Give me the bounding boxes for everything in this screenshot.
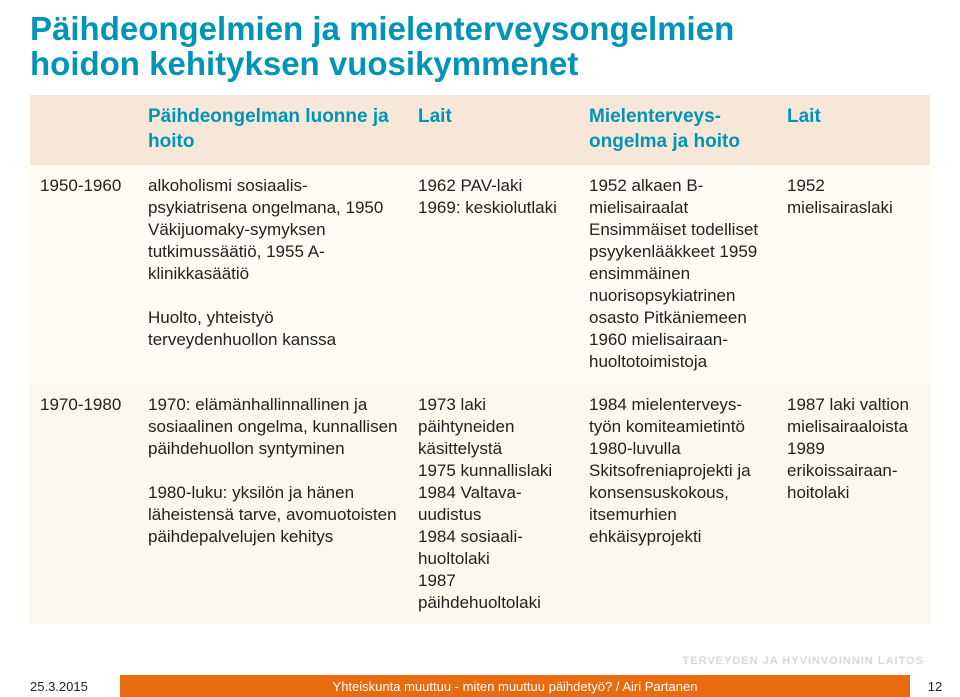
title-line-2: hoidon kehityksen vuosikymmenet [30, 45, 578, 82]
col-header-4: Lait [777, 95, 930, 164]
table-row: 1970-19801970: elämänhallinnallinen ja s… [30, 384, 930, 625]
footer-bar: Yhteiskunta muuttuu - miten muuttuu päih… [120, 675, 910, 697]
row-cell: 1973 laki päihtyneiden käsittelystä 1975… [408, 384, 579, 625]
row-cell: 1970: elämänhallinnallinen ja sosiaaline… [138, 384, 408, 625]
row-period: 1950-1960 [30, 165, 138, 384]
col-header-2: Lait [408, 95, 579, 164]
row-cell: alkoholismi sosiaalis-psykiatrisena onge… [138, 165, 408, 384]
decades-table: Päihdeongelman luonne ja hoito Lait Miel… [30, 95, 930, 624]
footer-page: 12 [910, 679, 960, 694]
row-cell: 1952 mielisairaslaki [777, 165, 930, 384]
table-row: 1950-1960alkoholismi sosiaalis-psykiatri… [30, 165, 930, 384]
title-line-1: Päihdeongelmien ja mielenterveysongelmie… [30, 10, 734, 47]
row-cell: 1987 laki valtion mielisairaaloista 1989… [777, 384, 930, 625]
row-cell: 1952 alkaen B-mielisairaalat Ensimmäiset… [579, 165, 777, 384]
row-cell: 1984 mielenterveys-työn komiteamietintö … [579, 384, 777, 625]
watermark: TERVEYDEN JA HYVINVOINNIN LAITOS [683, 655, 924, 667]
footer: 25.3.2015 Yhteiskunta muuttuu - miten mu… [0, 675, 960, 697]
col-header-1: Päihdeongelman luonne ja hoito [138, 95, 408, 164]
row-cell: 1962 PAV-laki 1969: keskiolutlaki [408, 165, 579, 384]
row-period: 1970-1980 [30, 384, 138, 625]
col-header-3: Mielenterveys-ongelma ja hoito [579, 95, 777, 164]
col-header-empty [30, 95, 138, 164]
page-title: Päihdeongelmien ja mielenterveysongelmie… [30, 12, 930, 81]
footer-date: 25.3.2015 [0, 679, 120, 694]
footer-bar-text: Yhteiskunta muuttuu - miten muuttuu päih… [333, 679, 698, 694]
